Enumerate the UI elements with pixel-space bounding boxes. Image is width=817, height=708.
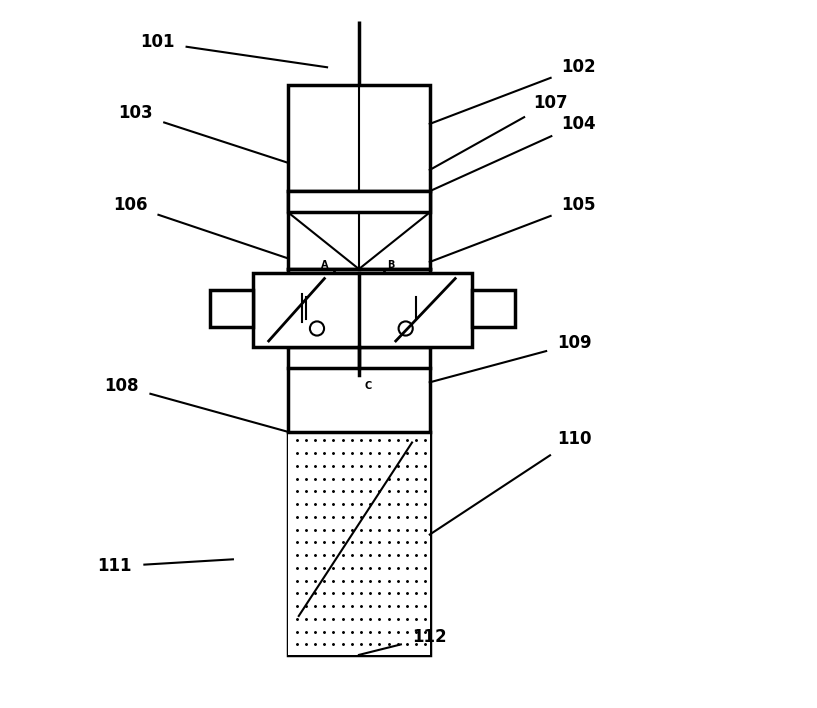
Text: 106: 106 [113, 196, 148, 215]
Text: 105: 105 [561, 196, 596, 215]
Text: 110: 110 [558, 430, 592, 448]
Text: 104: 104 [561, 115, 596, 133]
Text: 112: 112 [413, 628, 447, 646]
Bar [288, 85, 430, 655]
Text: 107: 107 [533, 93, 568, 112]
Bar [472, 290, 515, 327]
Bar [252, 273, 472, 347]
Text: C: C [364, 381, 372, 391]
Bar [210, 290, 252, 327]
Bar [288, 191, 430, 212]
Text: 108: 108 [105, 377, 139, 395]
Bar [288, 432, 430, 655]
Text: 101: 101 [140, 33, 174, 52]
Text: B: B [387, 261, 395, 270]
Text: 102: 102 [561, 58, 596, 76]
Text: 109: 109 [557, 334, 592, 353]
Text: 111: 111 [97, 557, 132, 576]
Text: 103: 103 [118, 104, 154, 122]
Text: A: A [321, 261, 328, 270]
